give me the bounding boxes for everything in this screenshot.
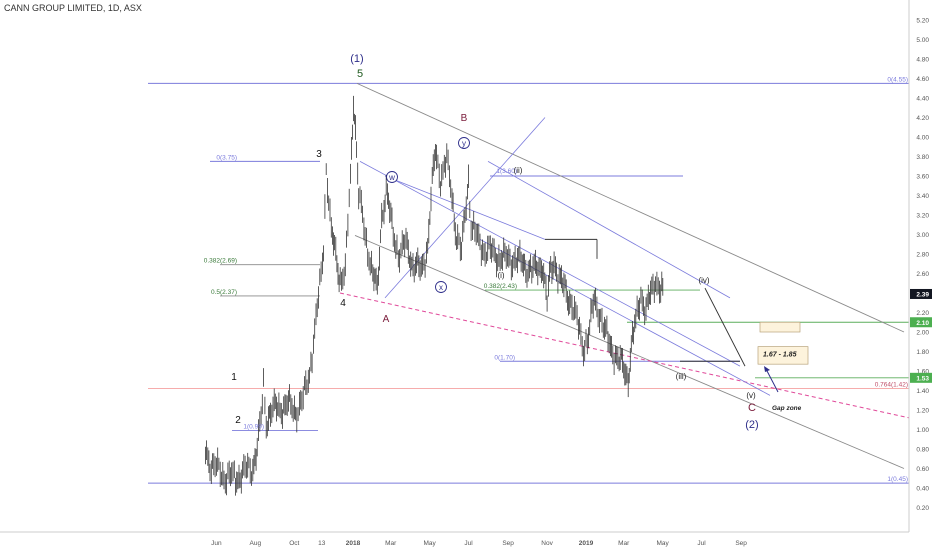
x-tick-label: Aug xyxy=(250,540,262,547)
x-tick-label: Sep xyxy=(735,540,747,547)
price-badge-label: 2.10 xyxy=(916,320,929,327)
y-tick-label: 1.20 xyxy=(916,408,929,415)
y-tick-label: 1.40 xyxy=(916,388,929,395)
wave-label: (ii) xyxy=(514,166,523,175)
price-badge xyxy=(910,288,932,299)
fib-level-label: 1(0.45) xyxy=(887,476,908,483)
y-tick-label: 4.20 xyxy=(916,115,929,122)
fib-level-label: 1(0.99) xyxy=(243,423,264,430)
price-bars xyxy=(205,95,664,496)
x-tick-label: May xyxy=(656,540,669,547)
x-tick-label: 13 xyxy=(318,540,326,547)
price-axis[interactable] xyxy=(909,0,932,550)
y-tick-label: 4.80 xyxy=(916,57,929,64)
y-tick-label: 2.80 xyxy=(916,252,929,259)
wave-label: y xyxy=(462,139,466,148)
trend-line xyxy=(359,161,741,367)
y-tick-label: 3.40 xyxy=(916,193,929,200)
wave-label: (i) xyxy=(497,271,504,280)
wave-label: 2 xyxy=(235,415,241,426)
fib-level-label: 0.382(2.43) xyxy=(484,283,517,290)
y-tick-label: 3.20 xyxy=(916,213,929,220)
y-tick-label: 0.60 xyxy=(916,466,929,473)
wave-label: 5 xyxy=(357,68,363,80)
y-tick-label: 1.00 xyxy=(916,427,929,434)
y-tick-label: 4.40 xyxy=(916,96,929,103)
fib-level-label: 0(3.75) xyxy=(216,154,237,161)
target-zone-label: 1.67 - 1.85 xyxy=(763,351,797,358)
wave-label: 1 xyxy=(231,372,237,383)
arrow-head xyxy=(764,366,770,372)
y-tick-label: 1.60 xyxy=(916,369,929,376)
fib-level-label: 0.382(2.69) xyxy=(204,258,237,265)
y-tick-label: 0.20 xyxy=(916,505,929,512)
price-badge-label: 2.39 xyxy=(916,291,929,298)
fib-level-label: 0(1.70) xyxy=(494,354,515,361)
fib-level-label: 0.764(1.42) xyxy=(875,382,908,389)
y-tick-label: 5.20 xyxy=(916,18,929,25)
y-tick-label: 3.80 xyxy=(916,154,929,161)
wave-label: (1) xyxy=(350,53,363,65)
y-tick-label: 4.00 xyxy=(916,135,929,142)
y-tick-label: 3.00 xyxy=(916,232,929,239)
wave-label: 4 xyxy=(340,298,346,309)
y-tick-label: 1.80 xyxy=(916,349,929,356)
wave-label: (v) xyxy=(746,391,756,400)
x-tick-label: Oct xyxy=(289,540,299,547)
wave-circle xyxy=(386,171,398,183)
gap-zone-label: Gap zone xyxy=(772,405,802,412)
wave-label: (2) xyxy=(745,419,758,431)
x-tick-label: Jul xyxy=(464,540,473,547)
x-tick-label: 2018 xyxy=(346,540,361,547)
y-tick-label: 5.00 xyxy=(916,37,929,44)
target-zone-box xyxy=(757,346,809,365)
y-tick-label: 4.60 xyxy=(916,76,929,83)
y-tick-label: 3.60 xyxy=(916,174,929,181)
y-tick-label: 2.00 xyxy=(916,330,929,337)
fib-level-label: 0.5(2.37) xyxy=(211,289,237,296)
wave-circle xyxy=(458,137,470,149)
wave-label: w xyxy=(388,173,395,182)
gap-zone-box xyxy=(759,321,801,333)
y-tick-label: 0.80 xyxy=(916,447,929,454)
wave-label: (iii) xyxy=(676,372,687,381)
price-badge xyxy=(910,372,932,383)
wave-label: C xyxy=(748,402,756,414)
trend-line xyxy=(487,161,731,299)
x-tick-label: Sep xyxy=(502,540,514,547)
x-tick-label: Mar xyxy=(385,540,397,547)
chart-title: CANN GROUP LIMITED, 1D, ASX xyxy=(4,3,142,13)
wave-label: (iv) xyxy=(698,276,709,285)
x-tick-label: Jul xyxy=(697,540,706,547)
y-tick-label: 0.40 xyxy=(916,486,929,493)
wave-label: x xyxy=(439,283,443,292)
fib-level-label: 1(3.60) xyxy=(496,168,517,175)
trend-line xyxy=(704,287,746,367)
x-tick-label: Mar xyxy=(618,540,630,547)
gap-zone-arrow xyxy=(765,368,779,393)
x-tick-label: Nov xyxy=(541,540,553,547)
x-tick-label: Jun xyxy=(211,540,222,547)
price-badge-label: 1.53 xyxy=(916,375,929,382)
trend-line xyxy=(354,235,905,469)
wave-circle xyxy=(435,281,447,293)
y-tick-label: 2.60 xyxy=(916,271,929,278)
fib-level-label: 0(4.55) xyxy=(887,76,908,83)
wave-label: 3 xyxy=(316,149,322,160)
wave-label: B xyxy=(461,113,468,124)
trend-line xyxy=(339,292,932,424)
x-tick-label: May xyxy=(423,540,436,547)
wave-label: A xyxy=(383,314,390,325)
price-badge xyxy=(910,317,932,328)
y-tick-label: 2.20 xyxy=(916,310,929,317)
trend-line xyxy=(356,82,905,333)
x-tick-label: 2019 xyxy=(579,540,594,547)
